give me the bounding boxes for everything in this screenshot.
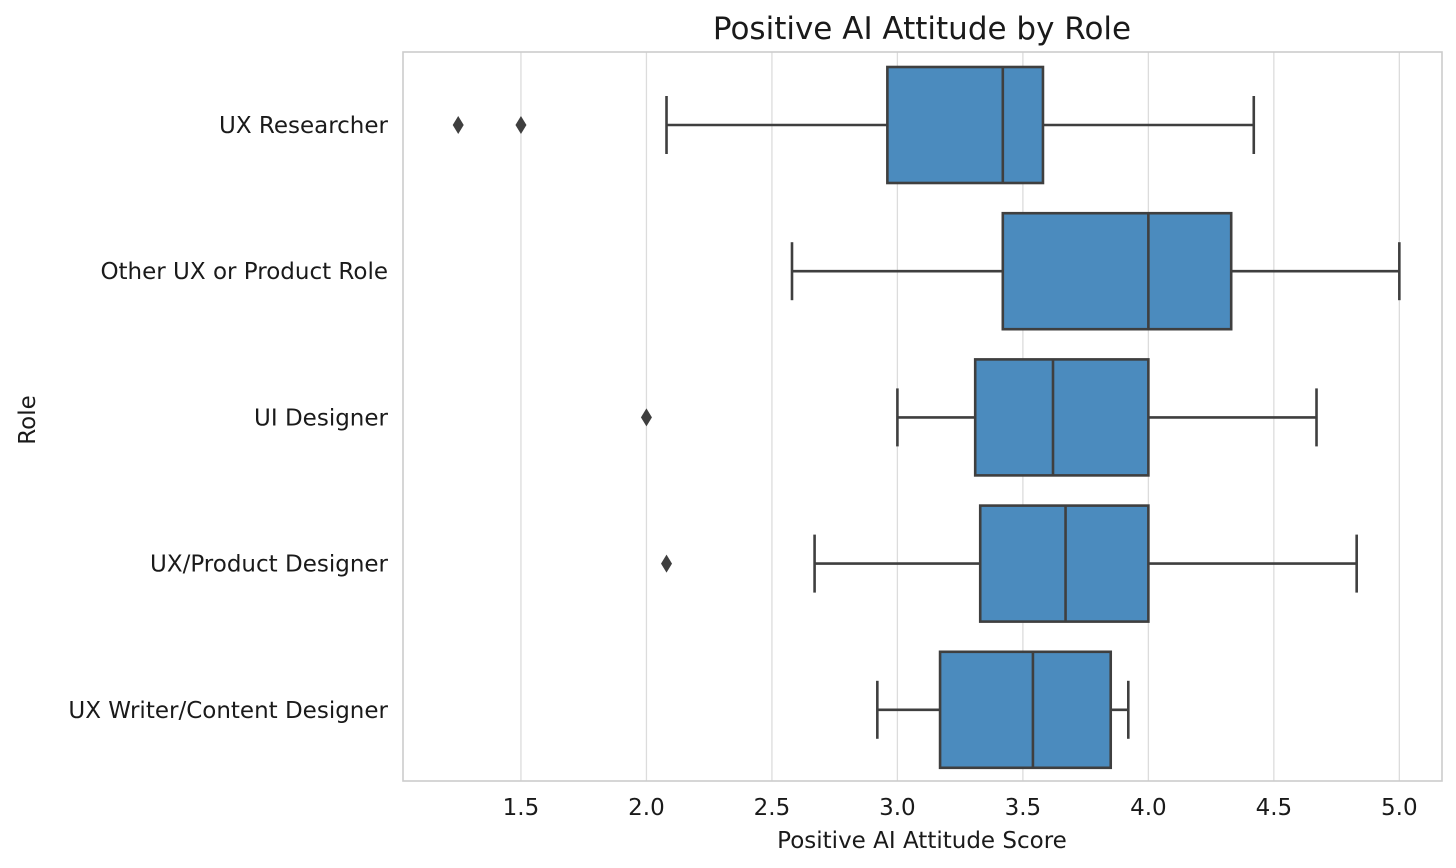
box-group [790, 211, 1401, 331]
x-tick-label: 1.5 [503, 795, 540, 821]
x-axis-label: Positive AI Attitude Score [777, 828, 1067, 854]
box-layer [452, 65, 1401, 770]
y-tick-label: UI Designer [254, 405, 388, 431]
outlier-marker [640, 408, 652, 427]
plot-area-frame [402, 51, 1443, 782]
box-group [452, 65, 1256, 185]
outlier-marker [515, 116, 527, 134]
box-group [640, 358, 1318, 477]
y-axis-label: Role [15, 395, 41, 445]
outlier-marker [661, 554, 673, 573]
x-tick-label: 4.5 [1256, 795, 1293, 821]
y-tick-label: UX Researcher [219, 113, 389, 139]
y-tick-label: UX Writer/Content Designer [68, 698, 388, 724]
iqr-box [973, 358, 1150, 477]
y-tick-label: UX/Product Designer [150, 552, 389, 578]
y-tick-label: Other UX or Product Role [100, 259, 388, 285]
iqr-box [938, 650, 1113, 770]
outlier-marker [452, 116, 464, 134]
x-tick-label: 2.0 [628, 795, 665, 821]
x-tick-label: 3.0 [879, 795, 916, 821]
iqr-box [886, 65, 1045, 185]
x-tick-label: 2.5 [754, 795, 791, 821]
x-tick-label: 4.0 [1130, 795, 1167, 821]
x-tick-label: 3.5 [1005, 795, 1042, 821]
box-group [661, 504, 1358, 623]
chart-title: Positive AI Attitude by Role [713, 11, 1131, 47]
iqr-box [1001, 211, 1233, 331]
box-group [876, 650, 1130, 770]
x-tick-labels: 1.5 2.0 2.5 3.0 3.5 4.0 4.5 5.0 [503, 795, 1418, 821]
x-tick-label: 5.0 [1381, 795, 1418, 821]
y-tick-labels: UX Researcher Other UX or Product Role UI … [68, 113, 388, 724]
